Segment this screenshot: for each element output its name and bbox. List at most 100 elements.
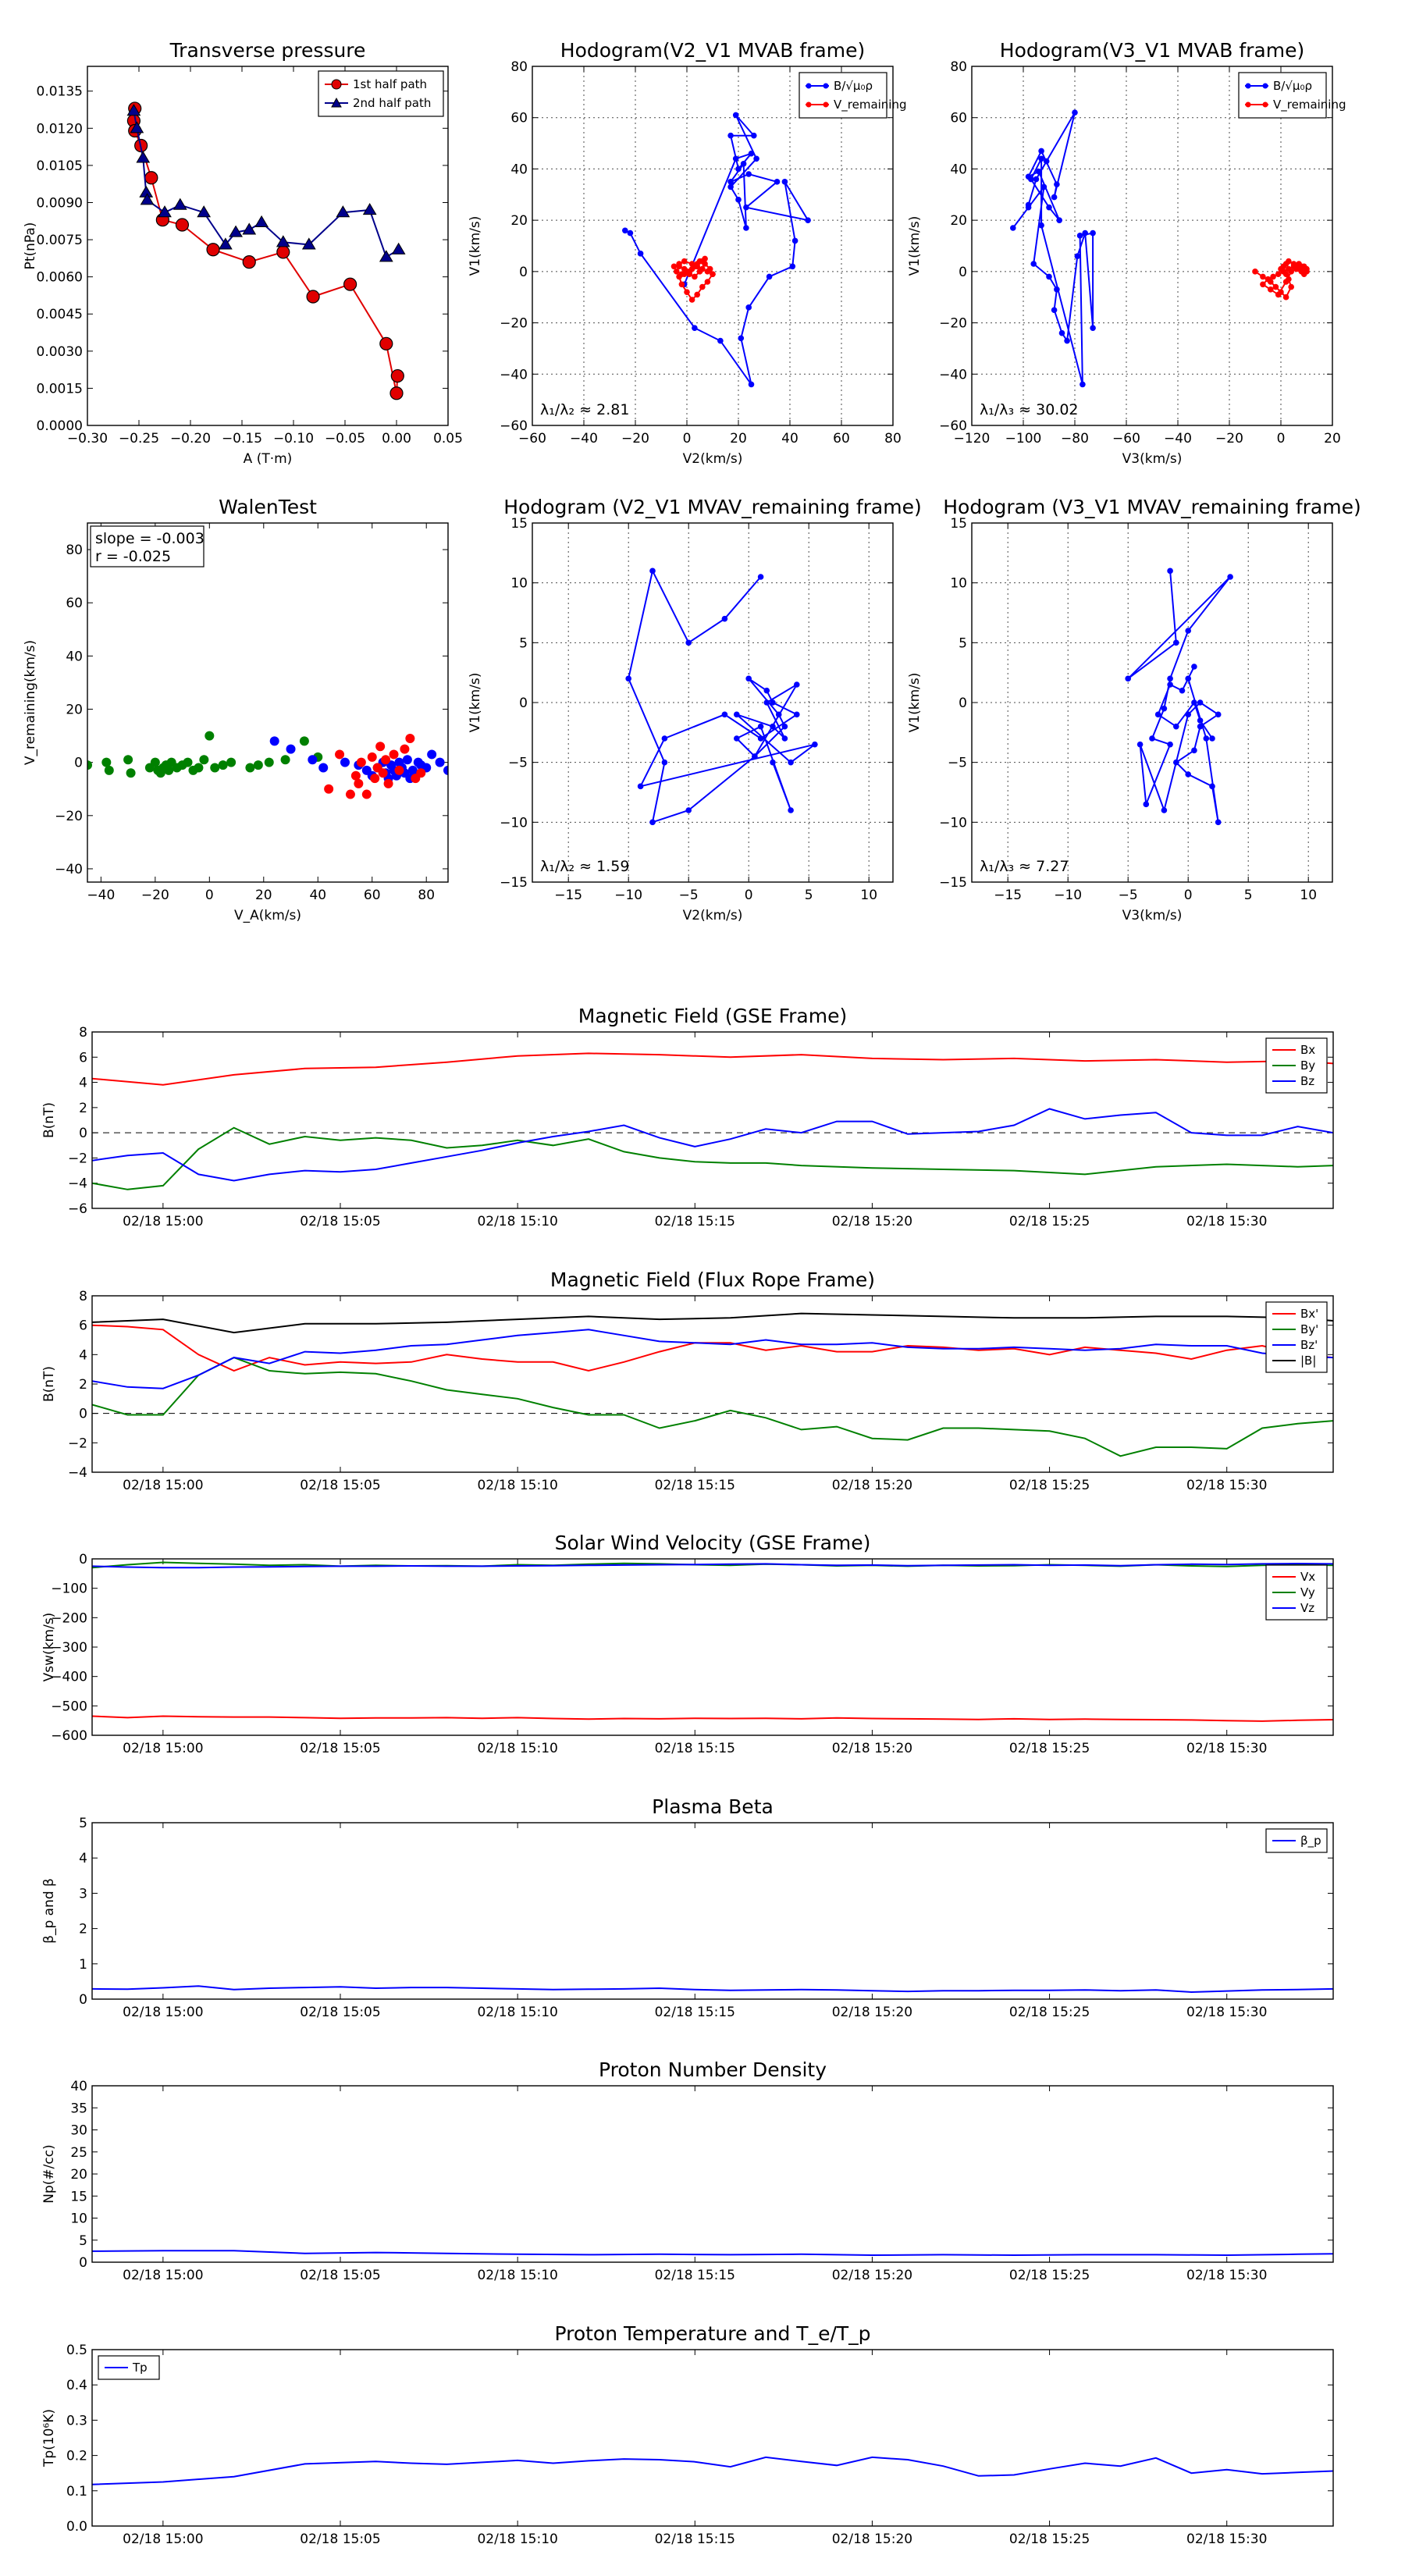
x-tick-label: 02/18 15:00 [123, 2268, 203, 2283]
data-point [1252, 269, 1258, 275]
x-tick-label: 02/18 15:00 [123, 1741, 203, 1756]
x-tick-label: 02/18 15:30 [1186, 1478, 1267, 1493]
data-point [1209, 735, 1215, 742]
y-tick-label: −100 [51, 1582, 87, 1597]
y-tick-label: 4 [79, 1076, 87, 1091]
y-tick-label: −10 [939, 815, 967, 831]
y-tick-label: 2 [79, 1377, 87, 1393]
plot-frame [532, 522, 894, 883]
y-tick-label: 0 [959, 696, 967, 711]
data-point [1033, 176, 1040, 183]
chart-title: Plasma Beta [652, 1795, 774, 1818]
data-point [1038, 155, 1044, 162]
data-point [405, 734, 415, 743]
data-point [774, 179, 781, 185]
y-axis-label: V1(km/s) [468, 673, 483, 733]
data-point [1054, 181, 1060, 187]
y-tick-label: −15 [939, 875, 967, 891]
plot-area [92, 1561, 1333, 1722]
legend-label: Bx [1300, 1043, 1315, 1057]
data-point [1179, 687, 1186, 694]
y-tick-label: 0 [79, 1992, 87, 2008]
data-point [254, 215, 269, 227]
data-point [173, 197, 187, 210]
data-point [763, 687, 770, 694]
data-point [1154, 711, 1161, 718]
series-line-by- [92, 1357, 1333, 1457]
y-tick-label: 4 [79, 1851, 87, 1866]
data-point [383, 778, 393, 788]
y-tick-label: 40 [950, 162, 967, 177]
legend-label: |B| [1300, 1354, 1316, 1368]
data-point [721, 615, 728, 622]
x-tick-label: −10 [1054, 888, 1082, 903]
stats-box [90, 525, 205, 568]
plot-frame [87, 66, 449, 426]
data-point [150, 757, 160, 767]
x-tick-label: 60 [364, 888, 381, 903]
data-point [1051, 194, 1058, 201]
data-point [229, 225, 243, 237]
data-point [696, 258, 703, 265]
data-point [210, 763, 220, 773]
data-point [158, 205, 172, 218]
x-tick-label: 02/18 15:20 [832, 2532, 912, 2547]
data-point [1270, 273, 1276, 280]
plot-frame [91, 1031, 1334, 1209]
series-line-1st-half-path [133, 108, 399, 394]
y-tick-label: −20 [55, 809, 83, 824]
data-point [684, 289, 690, 295]
y-tick-label: 20 [70, 2167, 87, 2183]
data-point [791, 237, 799, 244]
data-point [752, 753, 758, 760]
chart-title: Magnetic Field (Flux Rope Frame) [550, 1268, 875, 1291]
x-tick-label: 02/18 15:05 [300, 2532, 380, 2547]
series-line-series-0 [92, 2250, 1333, 2257]
data-point [685, 807, 692, 813]
data-point [276, 245, 290, 259]
x-tick-label: −0.10 [273, 431, 314, 447]
data-point [770, 759, 776, 766]
chart-hodogram-v2-v1-mvav: Hodogram (V2_V1 MVAV_remaining frame) −15… [468, 496, 922, 923]
stats-line: r = -0.025 [95, 548, 171, 565]
y-tick-label: 0.3 [66, 2413, 87, 2428]
x-tick-label: 02/18 15:15 [655, 1478, 735, 1493]
chart-title: WalenTest [219, 496, 317, 518]
x-tick-label: 02/18 15:00 [123, 2532, 203, 2547]
data-point [199, 755, 209, 765]
y-tick-label: 15 [510, 516, 528, 532]
y-tick-label: 0.0015 [37, 381, 83, 397]
data-point [781, 723, 788, 730]
y-tick-label: 5 [79, 1816, 87, 1831]
series-line--b- [92, 1312, 1333, 1334]
data-point [763, 699, 770, 706]
legend-label: Vx [1300, 1570, 1315, 1584]
data-point [757, 735, 764, 742]
data-point [685, 639, 692, 646]
data-point [794, 711, 800, 718]
series-line-b- [1012, 112, 1094, 385]
series-line-2nd-half-path [133, 110, 400, 258]
data-point [717, 337, 724, 344]
y-axis-label: Vsw(km/s) [41, 1613, 57, 1682]
x-tick-label: 0 [1277, 431, 1286, 447]
data-point [704, 269, 711, 275]
data-point [1076, 233, 1083, 239]
plot-area [87, 731, 448, 799]
x-tick-label: 0 [683, 431, 692, 447]
legend-label: 1st half path [353, 77, 427, 91]
x-tick-label: −0.05 [325, 431, 365, 447]
data-point [751, 132, 757, 139]
legend-label: B/√μ₀ρ [1273, 79, 1312, 93]
x-tick-label: −20 [1215, 431, 1243, 447]
data-point [1203, 735, 1210, 742]
y-tick-label: 40 [70, 2079, 87, 2094]
x-tick-label: −120 [954, 431, 991, 447]
chart-proton-number-density: Proton Number Density 02/18 15:00 02/18 15… [41, 2058, 1334, 2283]
data-point [676, 263, 682, 270]
data-point [1161, 705, 1168, 712]
data-point [1125, 675, 1131, 682]
y-tick-label: 60 [66, 596, 83, 611]
data-point [1304, 269, 1310, 275]
